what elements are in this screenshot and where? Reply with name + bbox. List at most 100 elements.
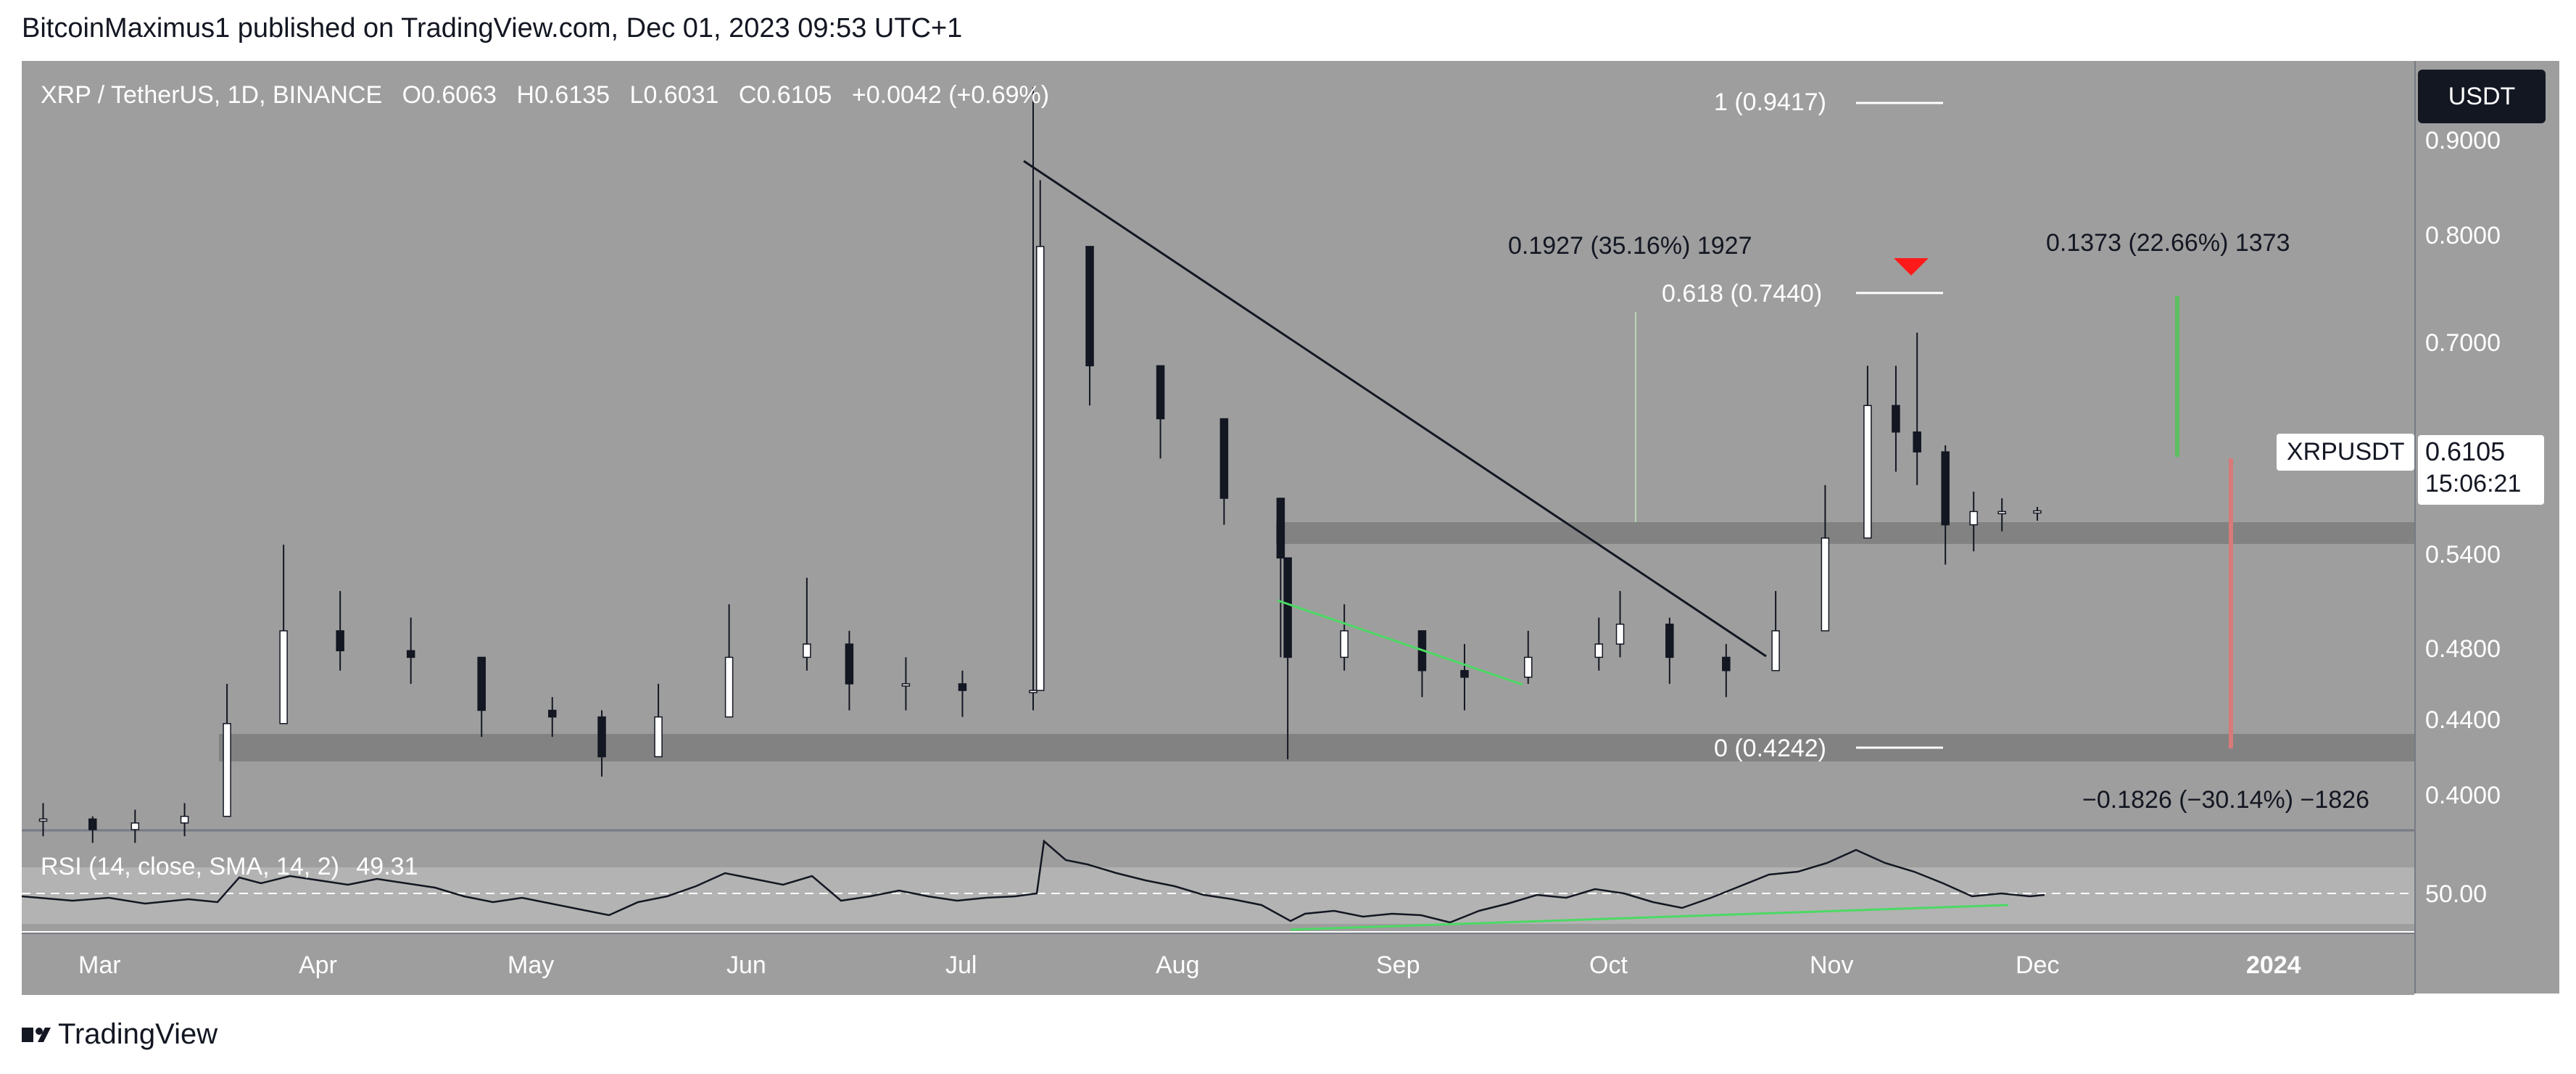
price-tick-6: 0.4400 — [2425, 706, 2501, 734]
candle-body — [406, 650, 415, 658]
support-zone — [219, 734, 2414, 761]
symbol-text: XRP / TetherUS, 1D, BINANCE — [41, 81, 382, 109]
o-label: O — [402, 81, 421, 109]
time-tick-jul: Jul — [945, 951, 977, 979]
footer-brand-text: TradingView — [58, 1018, 218, 1050]
price-tick-1: 0.8000 — [2425, 222, 2501, 249]
candle-body — [1997, 511, 2006, 515]
time-tick-apr: Apr — [299, 951, 337, 979]
candle-body — [1276, 497, 1285, 559]
l-label: L — [630, 81, 644, 109]
fib-level-1-label: 1 (0.9417) — [1714, 88, 1826, 116]
rsi-value: 49.31 — [356, 853, 418, 880]
candle-body — [1085, 246, 1094, 367]
candle-body — [1771, 630, 1780, 672]
candle-body — [336, 630, 344, 652]
symbol-label: XRPUSDT — [2277, 434, 2415, 471]
currency-button[interactable]: USDT — [2418, 70, 2546, 123]
change-value: +0.0042 (+0.69%) — [852, 81, 1049, 109]
o-value: 0.6063 — [421, 81, 497, 109]
candle-body — [1219, 418, 1229, 499]
time-tick-aug: Aug — [1156, 951, 1200, 979]
price-tick-4: 0.5400 — [2425, 541, 2501, 569]
candle-body — [1615, 623, 1625, 645]
time-tick-jun: Jun — [726, 951, 766, 979]
candlestick-series — [38, 87, 2042, 843]
rsi-label-text: RSI (14, close, SMA, 14, 2) — [41, 853, 339, 880]
price-axis-panel[interactable] — [2414, 61, 2559, 994]
candle-body — [1029, 690, 1038, 693]
candle-body — [597, 716, 606, 758]
candle-body — [548, 709, 557, 718]
candle-body — [1460, 669, 1469, 678]
measure-3-label: −0.1826 (−30.14%) −1826 — [2082, 786, 2369, 814]
candle-body — [180, 815, 189, 824]
candle-body — [803, 643, 811, 658]
time-tick-may: May — [508, 951, 554, 979]
candle-body — [1863, 405, 1872, 539]
measure-2-label: 0.1373 (22.66%) 1373 — [2046, 229, 2290, 257]
footer-brand[interactable]: TradingView — [22, 1018, 218, 1051]
c-value: 0.6105 — [756, 81, 832, 109]
price-tick-5: 0.4800 — [2425, 635, 2501, 663]
fib-level-618-label: 0.618 (0.7440) — [1662, 280, 1822, 307]
c-label: C — [739, 81, 757, 109]
price-tick-0: 0.9000 — [2425, 127, 2501, 154]
candle-body — [131, 822, 140, 830]
last-price-tag: 0.6105 15:06:21 — [2418, 435, 2544, 505]
candle-body — [958, 683, 967, 691]
bar-countdown: 15:06:21 — [2425, 470, 2522, 497]
candle-body — [845, 643, 854, 685]
price-pane[interactable] — [22, 61, 2414, 830]
candle-body — [1340, 630, 1349, 658]
resistance-zone — [1276, 522, 2414, 544]
fib-level-0-label: 0 (0.4242) — [1714, 735, 1826, 762]
time-tick-oct: Oct — [1589, 951, 1628, 979]
measure-bar-red — [2229, 458, 2233, 748]
time-axis-panel[interactable] — [22, 933, 2414, 995]
candle-body — [1722, 656, 1731, 672]
candle-body — [1594, 643, 1604, 658]
descending-trendline — [1023, 160, 1767, 658]
measure-bar-green — [2175, 296, 2179, 457]
candle-body — [1941, 451, 1950, 526]
candle-body — [1283, 557, 1292, 658]
candle-body — [223, 723, 231, 817]
price-tick-2: 0.7000 — [2425, 329, 2501, 357]
candle-body — [1892, 405, 1900, 433]
tradingview-logo-icon — [22, 1027, 51, 1042]
candle-body — [1821, 537, 1830, 632]
candle-body — [724, 656, 734, 718]
time-tick-mar: Mar — [78, 951, 121, 979]
time-tick-dec: Dec — [2016, 951, 2059, 979]
rsi-label: RSI (14, close, SMA, 14, 2) 49.31 — [41, 853, 418, 880]
candle-body — [654, 716, 663, 758]
last-price: 0.6105 — [2425, 437, 2506, 466]
candle-body — [88, 818, 97, 830]
candle-body — [1036, 246, 1045, 691]
l-value: 0.6031 — [643, 81, 718, 109]
rsi-line — [21, 839, 2045, 924]
time-tick-sep: Sep — [1376, 951, 1420, 979]
candle-body — [2033, 510, 2042, 514]
h-value: 0.6135 — [534, 81, 610, 109]
publisher-header: BitcoinMaximus1 published on TradingView… — [22, 13, 963, 44]
candle-body — [1156, 365, 1165, 420]
ohlc-legend: XRP / TetherUS, 1D, BINANCE O0.6063 H0.6… — [41, 81, 1049, 109]
support-divergence-line — [1277, 599, 1523, 686]
price-tick-7: 0.4000 — [2425, 782, 2501, 809]
candle-body — [1913, 431, 1921, 453]
time-tick-2024: 2024 — [2246, 951, 2301, 979]
measure-1-label: 0.1927 (35.16%) 1927 — [1508, 232, 1752, 260]
rsi-axis-label: 50.00 — [2425, 880, 2487, 908]
candle-body — [901, 683, 911, 687]
candle-body — [279, 630, 288, 724]
h-label: H — [517, 81, 535, 109]
candle-body — [477, 656, 486, 711]
time-tick-nov: Nov — [1810, 951, 1853, 979]
candle-body — [38, 818, 48, 822]
candle-body — [1969, 511, 1978, 526]
rsi-divergence-line — [1290, 904, 2009, 931]
candle-body — [1523, 656, 1533, 678]
